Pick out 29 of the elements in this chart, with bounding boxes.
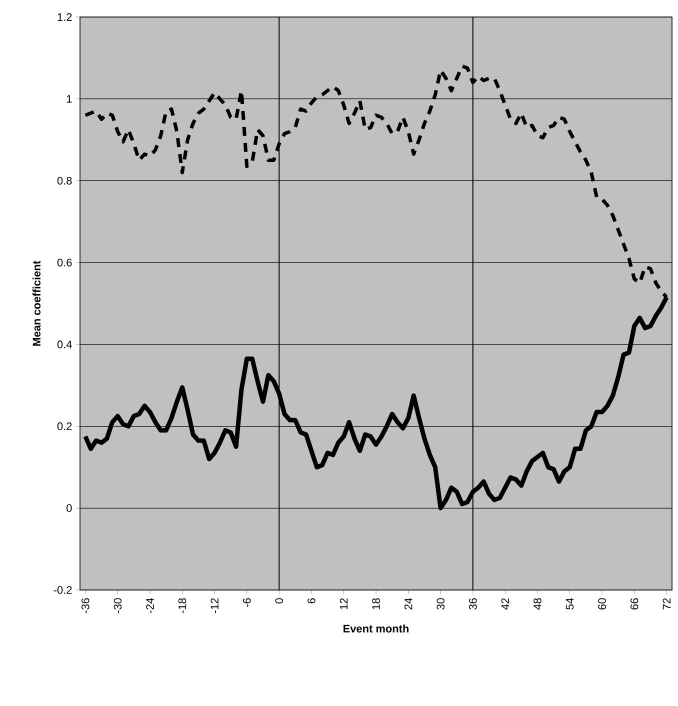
x-tick-label: 6 (308, 598, 316, 604)
x-tick-label: 48 (534, 598, 542, 610)
y-tick-label: 1 (66, 95, 72, 103)
x-tick-label: 72 (662, 598, 670, 610)
x-tick-label: 30 (436, 598, 444, 610)
x-tick-label: 42 (501, 598, 509, 610)
y-tick-label: -0.2 (54, 586, 72, 594)
y-tick-label: 0.6 (57, 258, 72, 266)
x-tick-label: 24 (404, 598, 412, 610)
x-tick-label: 12 (340, 598, 348, 610)
x-tick-label: -18 (178, 598, 186, 614)
y-axis-title: Mean coefficient (32, 260, 41, 346)
y-tick-label: 1.2 (58, 13, 72, 21)
x-tick-label: -24 (146, 598, 154, 614)
y-tick-label: 0.4 (57, 340, 72, 348)
x-tick-label: -6 (242, 598, 251, 608)
x-tick-label: 0 (275, 598, 284, 604)
x-tick-label: 54 (566, 598, 574, 610)
x-tick-label: 18 (372, 598, 380, 610)
y-tick-label: 0 (66, 504, 72, 512)
x-tick-label: -30 (114, 598, 122, 614)
x-axis-title: Event month (344, 624, 408, 632)
y-tick-label: 0.8 (57, 176, 72, 185)
x-tick-label: 60 (598, 598, 606, 610)
y-tick-label: 0.2 (57, 422, 72, 430)
x-tick-label: 36 (469, 598, 477, 610)
x-tick-label: 66 (630, 598, 638, 610)
x-tick-label: -36 (82, 598, 90, 614)
x-tick-label: -12 (210, 598, 218, 614)
